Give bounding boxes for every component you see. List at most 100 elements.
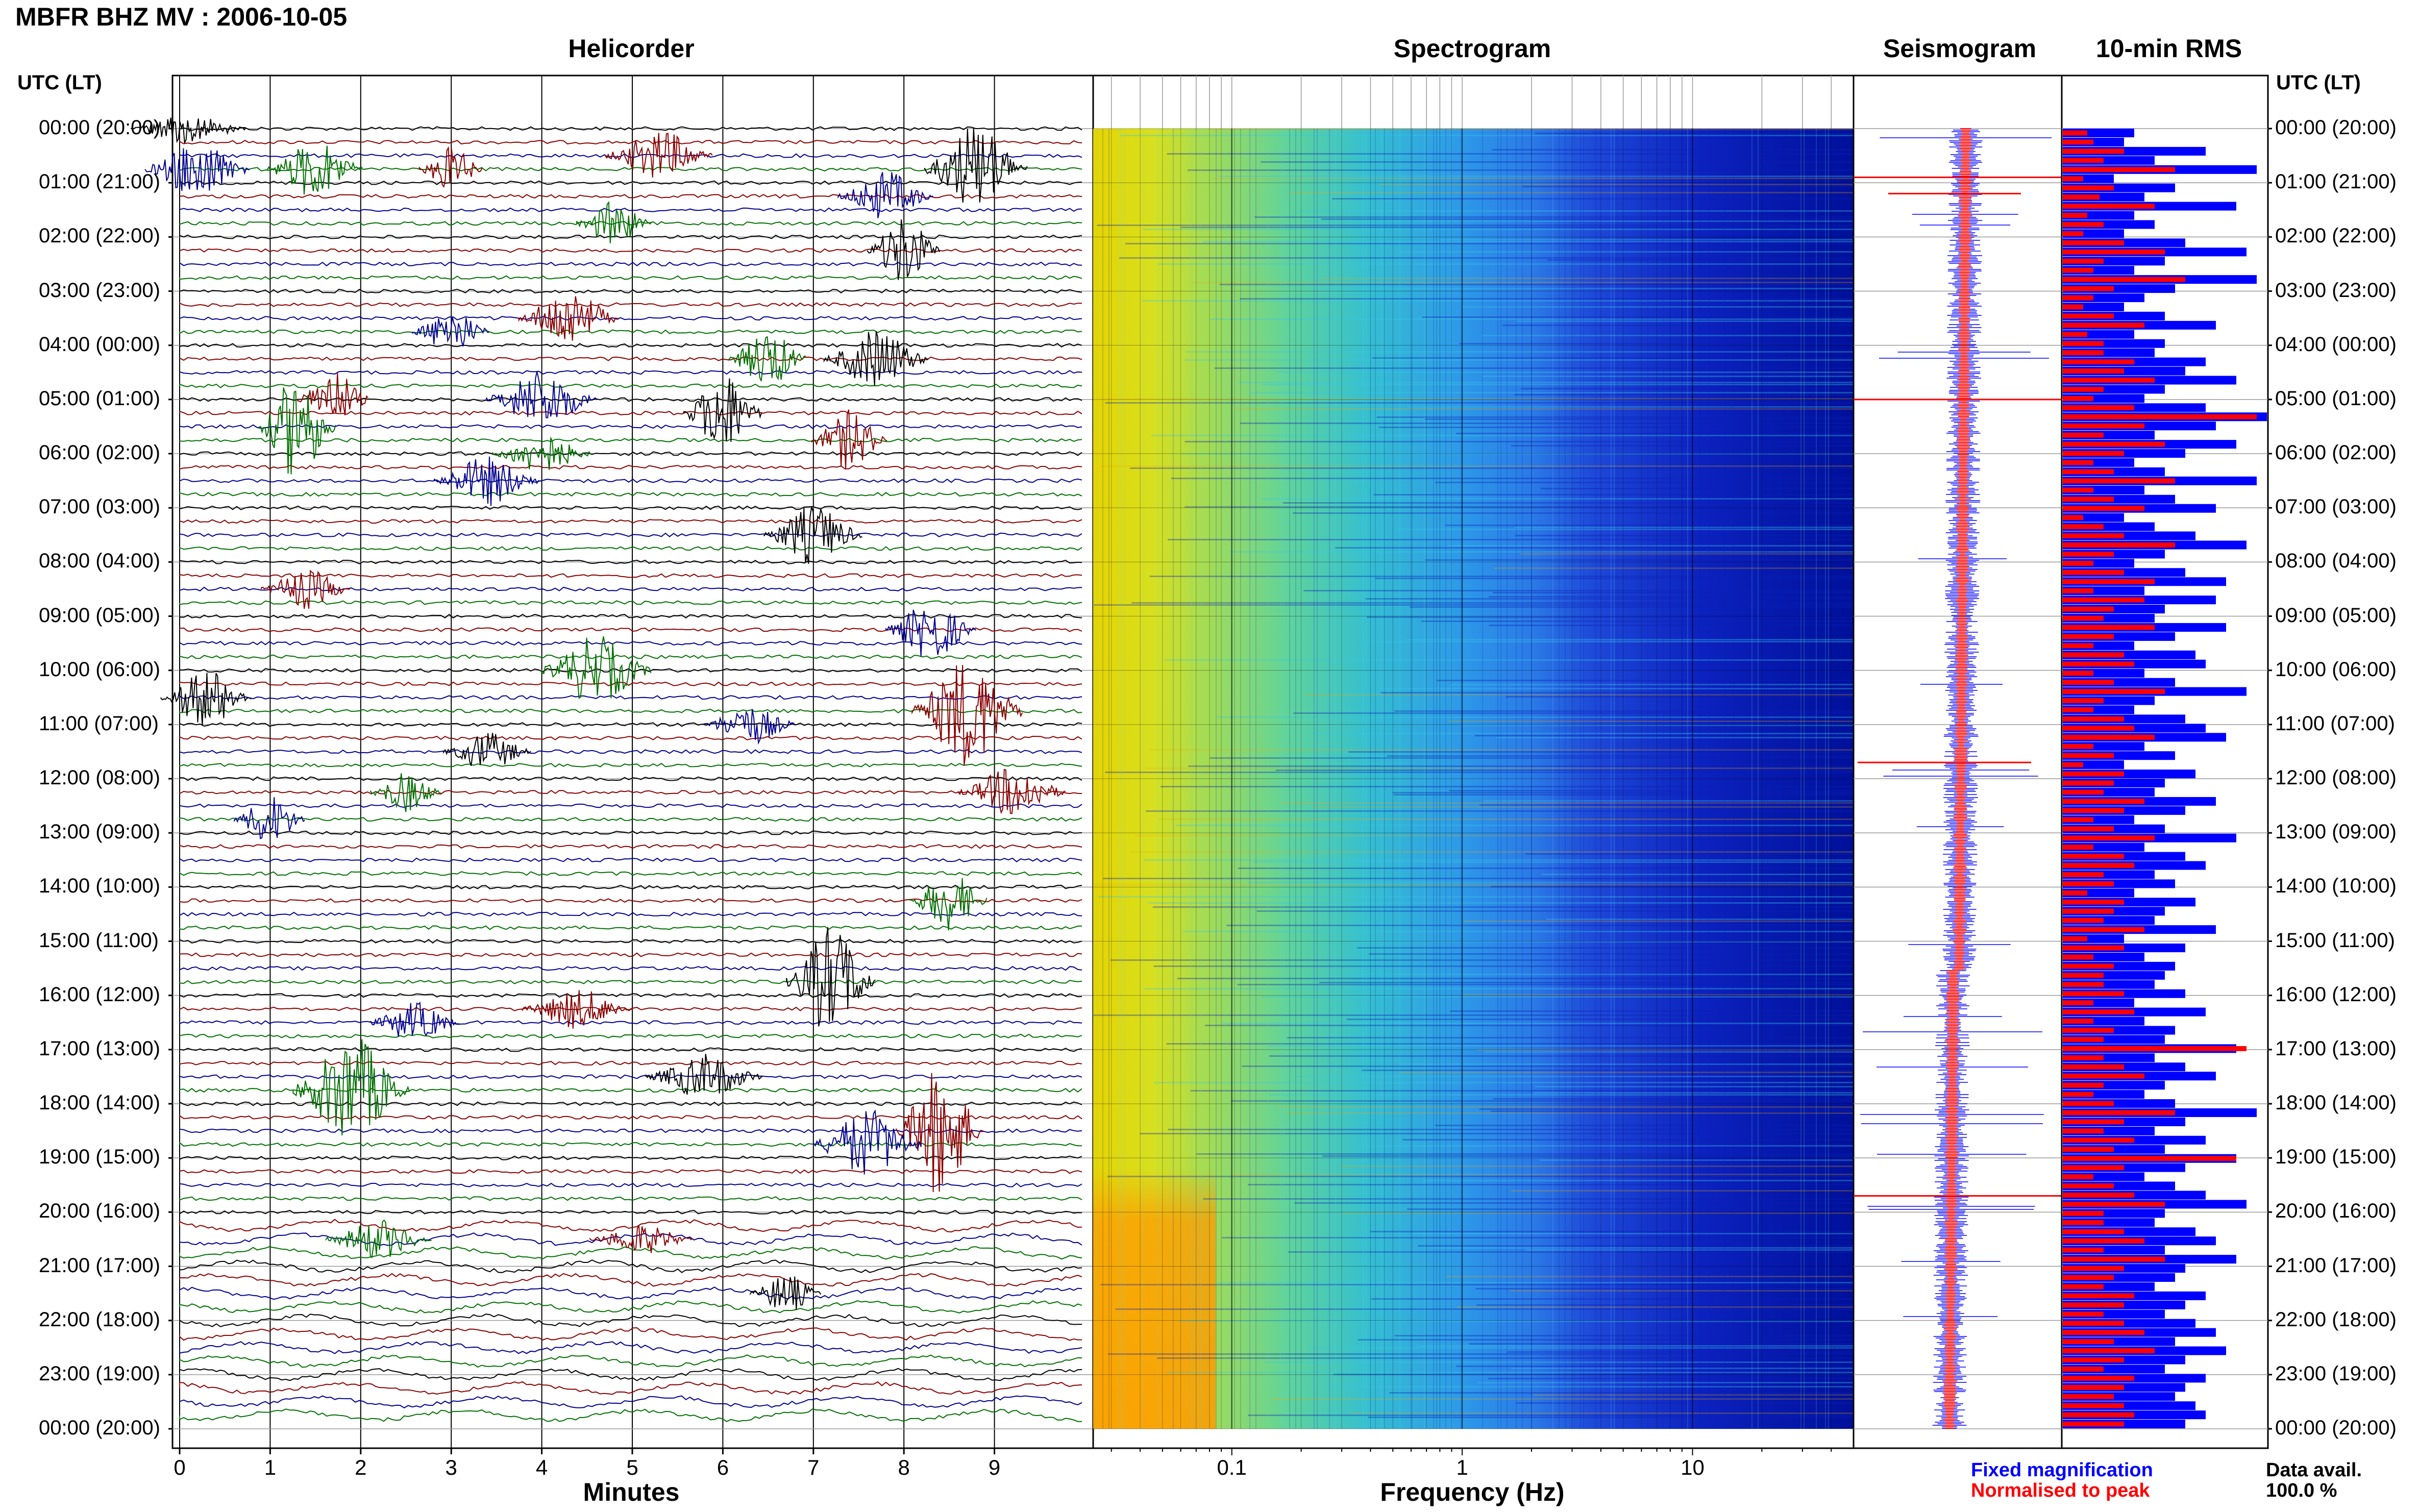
- helicorder-events: [130, 117, 1066, 1310]
- spectrogram-streak: [1340, 1166, 1854, 1167]
- rms-bar-normalised: [2063, 1019, 2093, 1024]
- helicorder-event: [750, 1276, 822, 1310]
- spectrogram-streak: [1435, 482, 1854, 483]
- helicorder-event: [604, 133, 713, 178]
- spectrogram-streak: [1410, 606, 1854, 608]
- helicorder-event: [292, 1039, 410, 1135]
- helicorder-trace: [179, 478, 1082, 483]
- spectrogram-column: [1255, 129, 1256, 1429]
- helicorder-trace: [179, 1381, 1082, 1395]
- time-label-right: 22:00 (18:00): [2275, 1308, 2397, 1331]
- spectrogram-streak: [1407, 1208, 1854, 1210]
- spectrogram-streak: [1520, 553, 1854, 555]
- rms-bar-normalised: [2063, 1082, 2104, 1088]
- spectrogram-streak: [1475, 1288, 1854, 1290]
- spectrogram-streak: [1502, 325, 1854, 326]
- helicorder-trace: [179, 1313, 1082, 1327]
- seismogram-trace: [1854, 128, 2062, 1429]
- helicorder-trace: [179, 248, 1082, 253]
- spectrogram-streak: [1376, 416, 1854, 418]
- spectrogram-streak: [1417, 1345, 1854, 1347]
- spectrogram-streak: [1350, 1412, 1854, 1414]
- spectrogram-streak: [1489, 596, 1854, 598]
- spectrogram-streak: [1190, 1090, 1854, 1092]
- helicorder-trace: [179, 505, 1082, 510]
- spectrogram-column: [1142, 129, 1143, 1429]
- rms-bar-normalised: [2063, 1201, 2165, 1207]
- spectrogram-streak: [1395, 529, 1854, 530]
- spectrogram-streak: [1240, 298, 1854, 300]
- rms-bar-normalised: [2063, 1357, 2124, 1362]
- spectrogram-streak: [1459, 343, 1854, 344]
- spectrogram-streak: [1107, 1176, 1854, 1177]
- spectrogram-streak: [1371, 1298, 1854, 1300]
- spectrogram-streak: [1242, 1065, 1854, 1067]
- time-label-right: 01:00 (21:00): [2275, 170, 2397, 193]
- time-label-left: 00:00 (20:00): [39, 1417, 160, 1439]
- spectrogram-streak: [1333, 1374, 1854, 1375]
- spectrogram-streak: [1357, 1339, 1854, 1341]
- time-axis-label-left: UTC (LT): [17, 71, 102, 94]
- rms-bar-normalised: [2063, 762, 2083, 767]
- spectrogram-column: [1522, 129, 1523, 1429]
- helicorder-trace: [179, 275, 1082, 280]
- rms-bar-normalised: [2063, 615, 2104, 621]
- rms-bar-normalised: [2063, 167, 2175, 172]
- spectrogram-streak: [1332, 198, 1854, 200]
- time-label-left: 16:00 (12:00): [39, 983, 160, 1006]
- time-label-right: 07:00 (03:00): [2275, 495, 2397, 518]
- spectrogram-streak: [1462, 306, 1854, 308]
- spectrogram-streak: [1120, 135, 1854, 136]
- spectrogram-column: [1283, 129, 1284, 1429]
- rms-bar-normalised: [2063, 277, 2185, 282]
- spectrogram-column: [1436, 129, 1437, 1429]
- rms-bar-normalised: [2063, 1156, 2236, 1161]
- spectrogram-title: Spectrogram: [1393, 34, 1551, 63]
- rms-bar-normalised: [2063, 258, 2104, 264]
- helicorder-event: [911, 664, 1023, 766]
- spectrogram-streak: [1411, 1233, 1854, 1234]
- rms-bar-normalised: [2063, 469, 2114, 475]
- helicorder-event: [258, 387, 336, 475]
- spectrogram-streak: [1514, 527, 1854, 528]
- spectrogram-streak: [1362, 1070, 1854, 1071]
- helicorder-event: [867, 219, 940, 280]
- spectrogram-streak: [1540, 488, 1854, 489]
- helicorder-trace: [179, 749, 1082, 754]
- rms-bar-normalised: [2063, 542, 2175, 548]
- spectrogram-column: [1785, 129, 1786, 1429]
- rms-bar-normalised: [2063, 460, 2093, 465]
- rms-bar-normalised: [2063, 569, 2124, 575]
- spectrogram-streak: [1253, 861, 1854, 863]
- spectrogram-streak: [1422, 1180, 1854, 1181]
- seismogram-normalised-trace: [1943, 128, 1972, 1429]
- spectrogram-streak: [1407, 406, 1854, 408]
- spectrogram-streak: [1546, 919, 1854, 920]
- frequency-tick-label: 1: [1456, 1455, 1468, 1479]
- rms-bar-normalised: [2063, 286, 2114, 291]
- spectrogram-column: [1314, 129, 1315, 1429]
- spectrogram-streak: [1456, 433, 1854, 434]
- spectrogram-streak: [1525, 1249, 1854, 1251]
- helicorder-event: [266, 145, 363, 195]
- spectrogram-streak: [1148, 902, 1854, 904]
- helicorder-event: [486, 371, 598, 418]
- rms-bar-normalised: [2063, 753, 2114, 758]
- spectrogram-streak: [1372, 357, 1854, 359]
- time-label-left: 07:00 (03:00): [39, 495, 160, 518]
- rms-bar-normalised: [2063, 1028, 2114, 1033]
- rms-bar-normalised: [2063, 1330, 2144, 1335]
- helicorder-trace: [179, 519, 1082, 524]
- spectrogram-column: [1191, 129, 1192, 1429]
- spectrogram-streak: [1533, 1394, 1854, 1396]
- spectrogram-column: [1366, 129, 1367, 1429]
- spectrogram-streak: [1158, 819, 1854, 820]
- spectrogram-streak: [1393, 794, 1854, 796]
- spectrogram-streak: [1421, 621, 1854, 622]
- rms-bar-normalised: [2063, 515, 2083, 520]
- spectrogram-streak: [1370, 1231, 1854, 1232]
- helicorder-trace: [179, 600, 1082, 605]
- spectrogram-streak: [1474, 735, 1854, 736]
- helicorder-trace: [179, 1142, 1082, 1147]
- rms-bar-normalised: [2063, 936, 2087, 941]
